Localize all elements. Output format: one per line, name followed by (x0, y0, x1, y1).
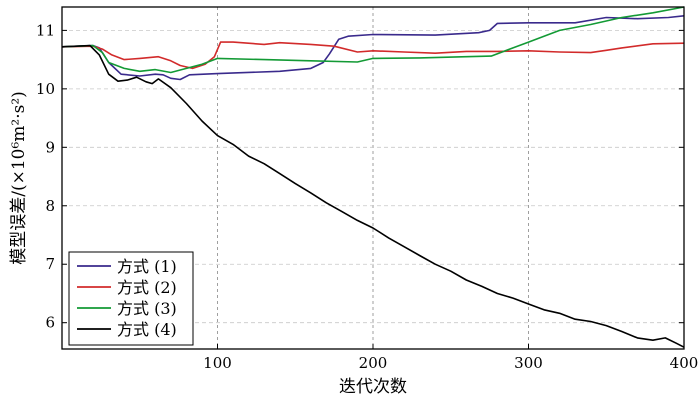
x-tick-label: 400 (670, 354, 699, 372)
series-line (61, 15, 685, 81)
legend-label: 方式 (4) (117, 320, 177, 339)
axis-ticks: 100 200 300 400 6 7 8 9 10 11 (36, 21, 698, 372)
series-line (61, 6, 685, 74)
grid (62, 7, 685, 349)
legend-label: 方式 (2) (117, 278, 177, 297)
legend-box (68, 251, 194, 346)
legend-label: 方式 (3) (117, 299, 177, 318)
y-tick-label: 10 (36, 80, 55, 98)
legend-label: 方式 (1) (117, 257, 177, 276)
y-tick-label: 7 (45, 255, 55, 273)
series-line (61, 41, 685, 70)
y-axis-label: 模型误差/(×10⁶m²·s²) (9, 91, 29, 265)
legend: 方式 (1) 方式 (2) 方式 (3) 方式 (4) (68, 251, 194, 346)
series-lines (61, 6, 685, 348)
y-tick-label: 8 (45, 197, 55, 215)
x-tick-label: 300 (514, 354, 543, 372)
x-axis-label: 迭代次数 (339, 377, 407, 397)
y-tick-label: 11 (36, 21, 55, 39)
y-tick-label: 9 (45, 138, 55, 156)
x-tick-label: 200 (359, 354, 388, 372)
y-tick-label: 6 (45, 314, 55, 332)
x-tick-label: 100 (203, 354, 232, 372)
series-line (61, 44, 685, 348)
